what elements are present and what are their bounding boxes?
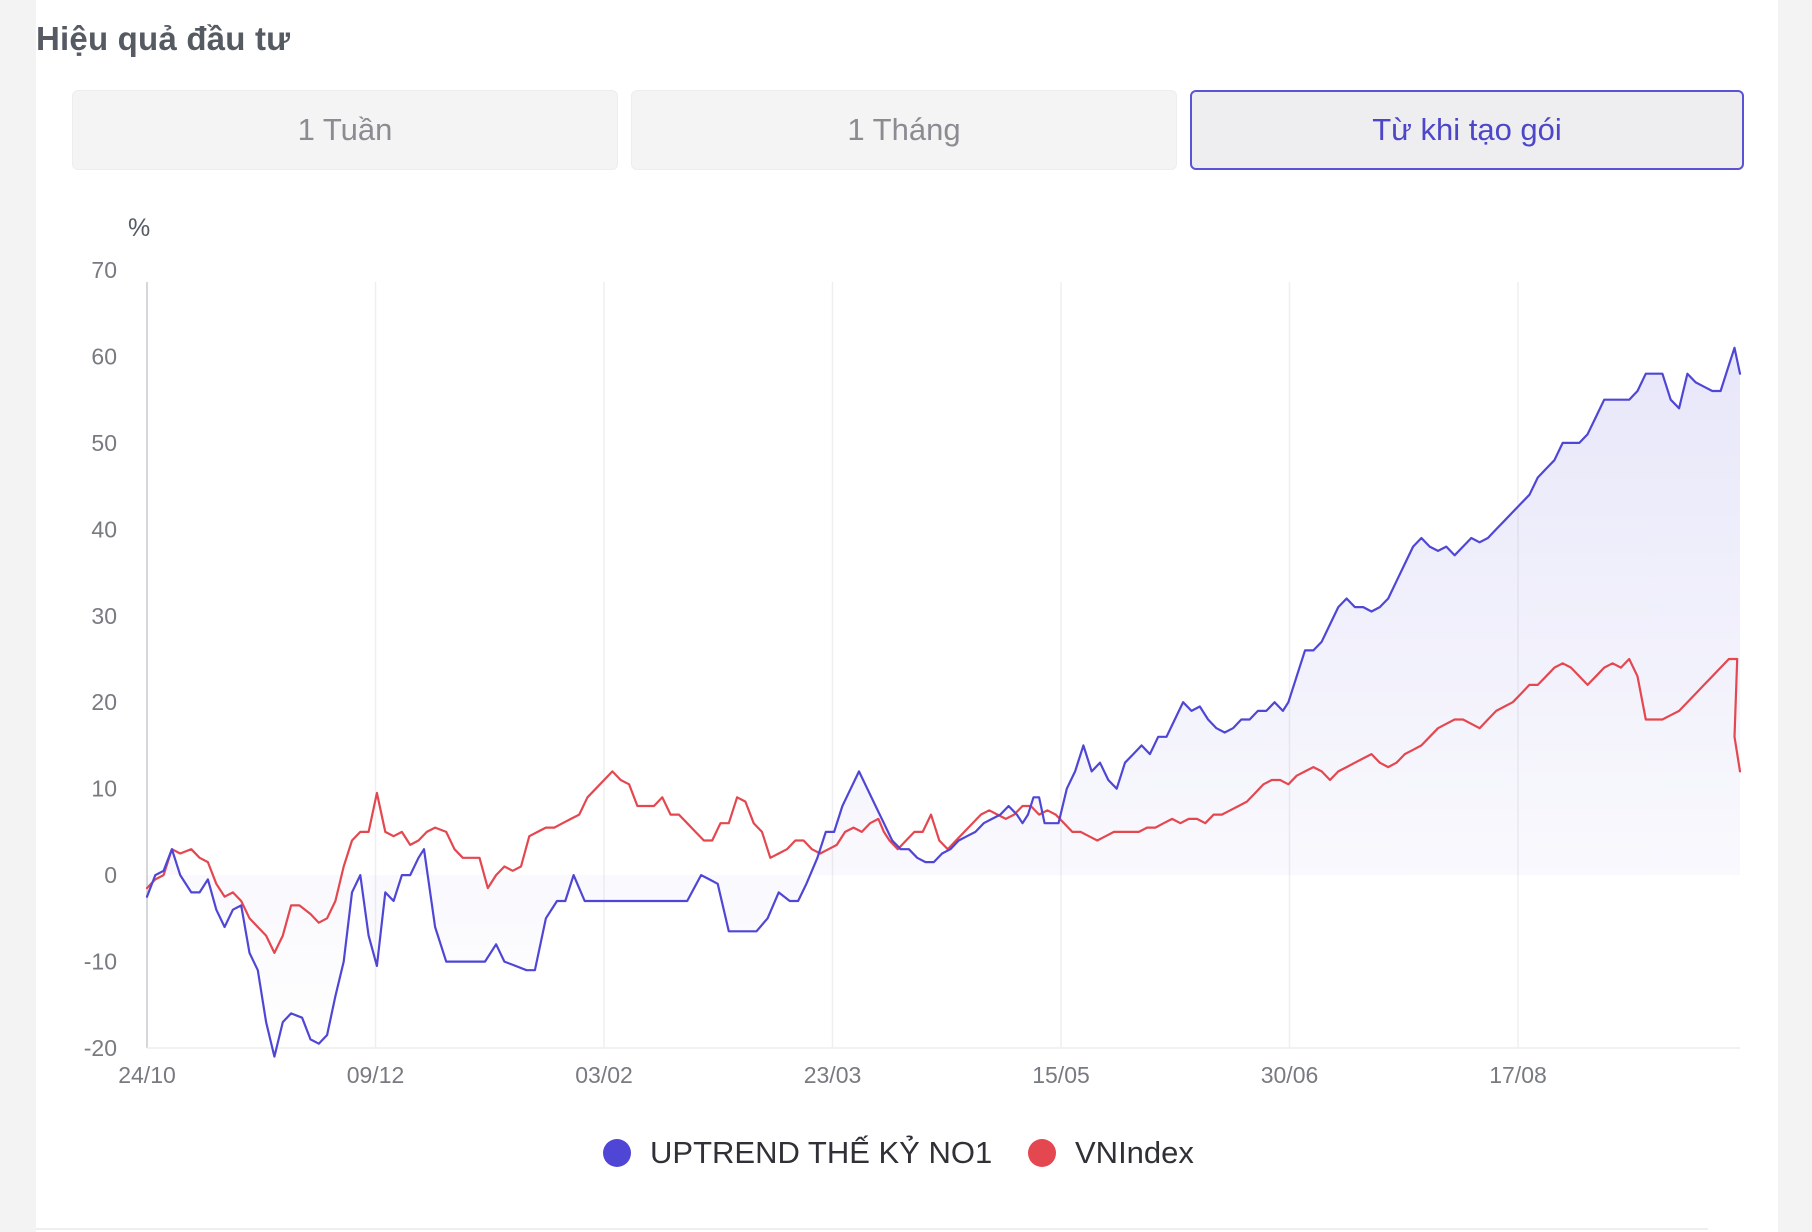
tab-1-week[interactable]: 1 Tuần xyxy=(72,90,618,170)
x-tick-label: 23/03 xyxy=(804,1062,862,1088)
x-tick-label: 09/12 xyxy=(347,1062,405,1088)
y-tick-label: 10 xyxy=(91,776,117,802)
y-tick-label: -20 xyxy=(84,1035,117,1061)
legend: UPTREND THẾ KỶ NO1 VNIndex xyxy=(603,1135,1194,1170)
y-tick-label: 70 xyxy=(91,257,117,283)
y-tick-label: -10 xyxy=(84,949,117,975)
y-tick-label: 0 xyxy=(104,862,117,888)
x-axis-ticks: 24/10 09/12 03/02 23/03 15/05 30/06 17/08 xyxy=(118,1062,1547,1088)
x-tick-label: 24/10 xyxy=(118,1062,176,1088)
y-axis-ticks: -20 -10 0 10 20 30 40 50 60 70 xyxy=(84,257,117,1061)
y-tick-label: 30 xyxy=(91,603,117,629)
x-tick-label: 15/05 xyxy=(1032,1062,1090,1088)
legend-label: VNIndex xyxy=(1075,1135,1194,1170)
series-line-1 xyxy=(145,657,1742,954)
y-tick-label: 60 xyxy=(91,343,117,369)
period-tabs: 1 Tuần 1 Tháng Từ khi tạo gói xyxy=(36,90,1744,172)
x-tick-label: 30/06 xyxy=(1261,1062,1319,1088)
grid-layer xyxy=(146,282,1740,1049)
series-area-0 xyxy=(147,347,1740,1057)
tab-1-month[interactable]: 1 Tháng xyxy=(631,90,1177,170)
y-axis-unit: % xyxy=(128,214,150,242)
section-title: Hiệu quả đầu tư xyxy=(36,20,291,57)
tab-since-creation[interactable]: Từ khi tạo gói xyxy=(1190,90,1744,170)
series-line-0 xyxy=(145,346,1742,1058)
legend-marker xyxy=(603,1139,631,1167)
y-tick-label: 50 xyxy=(91,430,117,456)
x-tick-label: 17/08 xyxy=(1489,1062,1547,1088)
series-layer xyxy=(145,346,1742,1058)
legend-marker xyxy=(1028,1139,1056,1167)
y-tick-label: 20 xyxy=(91,689,117,715)
legend-label: UPTREND THẾ KỶ NO1 xyxy=(650,1135,992,1170)
bottom-divider xyxy=(36,1228,1708,1230)
x-tick-label: 03/02 xyxy=(575,1062,633,1088)
y-tick-label: 40 xyxy=(91,516,117,542)
